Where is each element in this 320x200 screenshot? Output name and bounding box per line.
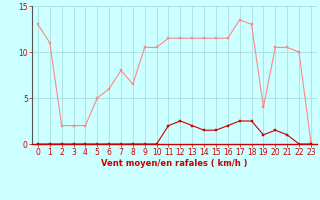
X-axis label: Vent moyen/en rafales ( km/h ): Vent moyen/en rafales ( km/h ) [101, 159, 248, 168]
